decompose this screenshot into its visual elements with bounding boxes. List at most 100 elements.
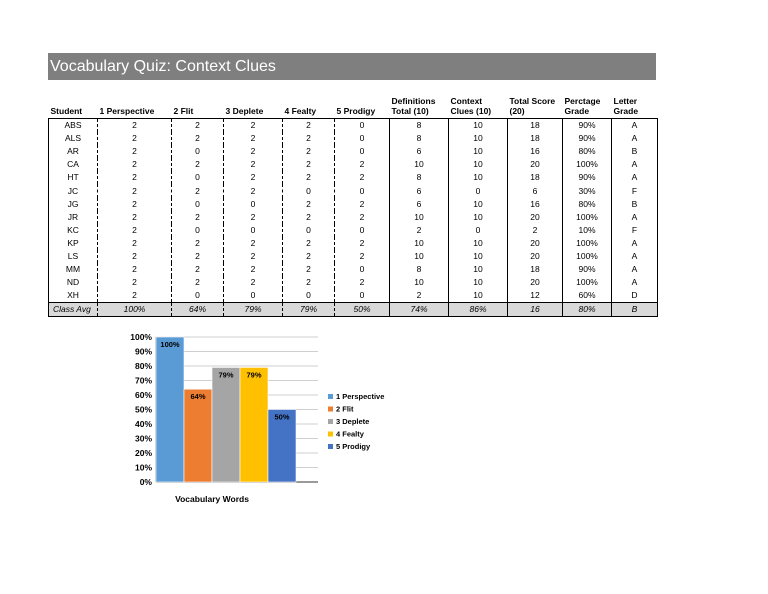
table-cell: 90% xyxy=(562,118,612,133)
table-cell: 2 xyxy=(171,158,224,172)
table-row: KP 2 2 2 2 2 10 10 20 100% A xyxy=(48,236,658,250)
table-row: KC 2 0 0 0 0 2 0 2 10% F xyxy=(48,223,658,237)
data-label: 79% xyxy=(246,370,261,379)
table-cell: 2 xyxy=(223,263,283,277)
table-cell: 10 xyxy=(389,236,449,250)
table-cell: 60% xyxy=(562,289,612,303)
table-cell: 0 xyxy=(334,263,390,277)
table-cell: 80% xyxy=(562,145,612,159)
table-cell: 2 xyxy=(97,249,172,264)
y-tick-label: 100% xyxy=(130,332,152,342)
table-cell: 2 xyxy=(171,236,224,250)
column-header: Letter Grade xyxy=(613,96,639,116)
table-cell: 64% xyxy=(171,302,224,318)
table-cell: 50% xyxy=(334,302,390,318)
table-cell: 8 xyxy=(389,263,449,277)
table-cell: 2 xyxy=(282,145,335,159)
table-cell: 0 xyxy=(223,197,283,211)
table-cell: 2 xyxy=(223,145,283,159)
table-cell: 2 xyxy=(282,118,335,133)
table-cell: 2 xyxy=(282,132,335,146)
table-cell: KC xyxy=(48,223,98,237)
table-cell: 18 xyxy=(507,118,563,133)
table-cell: F xyxy=(611,184,658,198)
table-cell: A xyxy=(611,132,658,146)
table-cell: D xyxy=(611,289,658,303)
table-cell: 2 xyxy=(171,249,224,264)
column-header: 3 Deplete xyxy=(225,106,264,116)
table-row: CA 2 2 2 2 2 10 10 20 100% A xyxy=(48,158,658,172)
table-cell: 2 xyxy=(223,118,283,133)
table-cell: 2 xyxy=(171,184,224,198)
bar xyxy=(267,409,297,483)
bar xyxy=(211,367,241,483)
table-cell: 100% xyxy=(562,210,612,224)
table-cell: 20 xyxy=(507,236,563,250)
table-cell: 2 xyxy=(223,171,283,185)
table-cell: 10 xyxy=(389,249,449,264)
table-cell: 2 xyxy=(282,249,335,264)
table-cell: 80% xyxy=(562,197,612,211)
table-cell: 2 xyxy=(282,263,335,277)
table-cell: 0 xyxy=(282,289,335,303)
table-cell: 2 xyxy=(334,249,390,264)
table-cell: F xyxy=(611,223,658,237)
table-cell: 100% xyxy=(562,236,612,250)
table-cell: 0 xyxy=(171,171,224,185)
table-cell: AR xyxy=(48,145,98,159)
table-cell: 0 xyxy=(334,184,390,198)
table-cell: 18 xyxy=(507,132,563,146)
legend-swatch xyxy=(328,444,333,449)
column-header: 2 Flit xyxy=(173,106,194,116)
column-header: Perctage Grade xyxy=(564,96,601,116)
table-cell: 10 xyxy=(448,132,508,146)
y-tick-label: 70% xyxy=(135,376,152,386)
table-cell: 2 xyxy=(171,118,224,133)
y-tick-label: 50% xyxy=(135,405,152,415)
table-cell: ABS xyxy=(48,118,98,133)
y-tick-label: 60% xyxy=(135,390,152,400)
table-cell: 90% xyxy=(562,263,612,277)
table-cell: 10 xyxy=(448,263,508,277)
table-cell: 2 xyxy=(282,171,335,185)
table-row: ALS 2 2 2 2 0 8 10 18 90% A xyxy=(48,132,658,146)
table-cell: 10 xyxy=(448,158,508,172)
table-row: HT 2 0 2 2 2 8 10 18 90% A xyxy=(48,171,658,185)
table-cell: 10 xyxy=(448,276,508,290)
table-cell: 2 xyxy=(171,210,224,224)
table-cell: 10 xyxy=(389,210,449,224)
table-cell: JC xyxy=(48,184,98,198)
table-cell: 2 xyxy=(97,210,172,224)
table-cell: 10 xyxy=(448,145,508,159)
table-cell: 0 xyxy=(282,223,335,237)
table-cell: 2 xyxy=(389,223,449,237)
table-cell: 2 xyxy=(334,210,390,224)
table-cell: 16 xyxy=(507,145,563,159)
table-cell: 6 xyxy=(389,145,449,159)
table-cell: 2 xyxy=(97,276,172,290)
column-header: Student xyxy=(50,106,83,116)
table-cell: 10 xyxy=(448,210,508,224)
table-cell: 2 xyxy=(334,158,390,172)
data-label: 64% xyxy=(190,392,205,401)
y-tick-label: 10% xyxy=(135,463,152,473)
table-cell: JR xyxy=(48,210,98,224)
table-cell: 79% xyxy=(223,302,283,318)
column-header: Definitions Total (10) xyxy=(391,96,436,116)
table-cell: 2 xyxy=(282,158,335,172)
table-row: JR 2 2 2 2 2 10 10 20 100% A xyxy=(48,210,658,224)
table-cell: 0 xyxy=(171,197,224,211)
table-cell: 6 xyxy=(389,184,449,198)
table-cell: 18 xyxy=(507,171,563,185)
table-cell: ALS xyxy=(48,132,98,146)
table-cell: 2 xyxy=(223,249,283,264)
table-cell: A xyxy=(611,210,658,224)
table-cell: 2 xyxy=(334,171,390,185)
table-cell: 0 xyxy=(334,132,390,146)
table-cell: A xyxy=(611,276,658,290)
table-cell: 20 xyxy=(507,210,563,224)
table-cell: 10 xyxy=(389,158,449,172)
table-cell: 2 xyxy=(282,276,335,290)
table-cell: 2 xyxy=(97,236,172,250)
table-cell: A xyxy=(611,236,658,250)
